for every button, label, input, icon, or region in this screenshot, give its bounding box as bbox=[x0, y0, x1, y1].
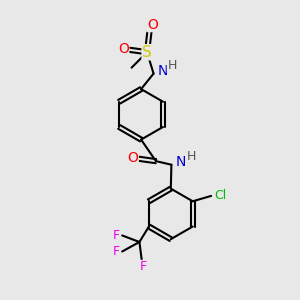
Text: Cl: Cl bbox=[214, 189, 226, 202]
Text: N: N bbox=[176, 155, 186, 169]
Text: H: H bbox=[167, 59, 177, 72]
Text: O: O bbox=[118, 42, 129, 56]
Text: N: N bbox=[157, 64, 168, 78]
Text: F: F bbox=[113, 229, 120, 242]
Text: S: S bbox=[142, 45, 152, 60]
Text: H: H bbox=[187, 150, 196, 163]
Text: O: O bbox=[127, 151, 138, 165]
Text: O: O bbox=[147, 18, 158, 32]
Text: F: F bbox=[113, 245, 120, 258]
Text: F: F bbox=[140, 260, 147, 274]
